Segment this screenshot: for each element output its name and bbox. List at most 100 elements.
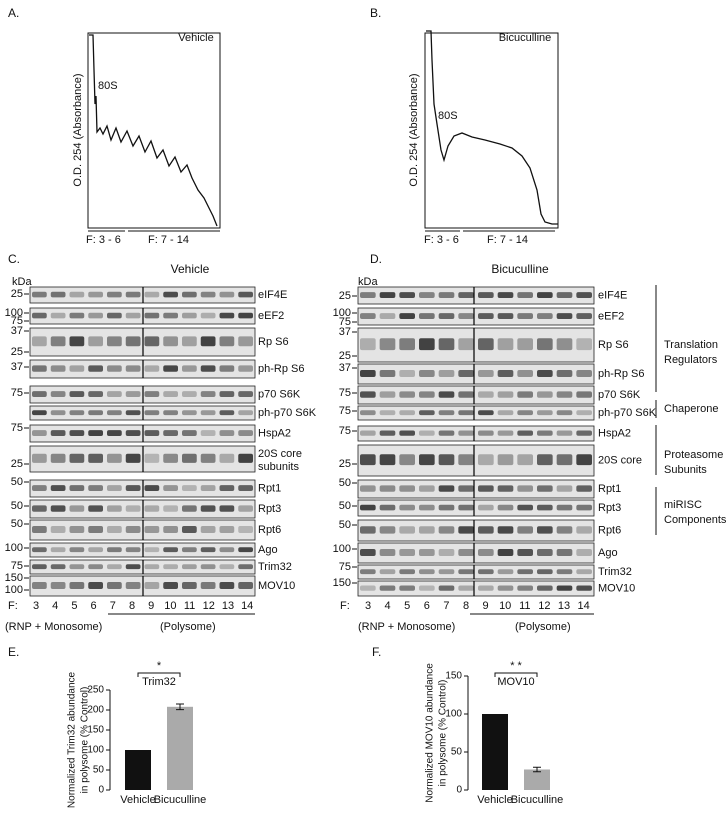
blot-band [144, 365, 160, 372]
error-bar [176, 703, 184, 711]
blot-band [69, 526, 85, 533]
blot-band [200, 336, 216, 347]
blot-band [438, 569, 455, 575]
marker-label: 50 [11, 500, 23, 512]
blot-band [537, 526, 553, 534]
blot-band [88, 582, 103, 589]
blot-band [32, 336, 47, 347]
blot-band [517, 485, 533, 492]
blot-band [125, 365, 141, 372]
protein-label: subunits [258, 461, 299, 473]
blot-strip [357, 444, 595, 477]
blot-band [32, 453, 47, 463]
blot-band [419, 292, 435, 299]
marker-label: 150 [5, 572, 23, 584]
y-tick-label: 100 [87, 745, 104, 756]
blot-band [576, 569, 592, 575]
blot-strip [357, 564, 595, 580]
blot-band [69, 547, 85, 553]
marker-label: 50 [339, 500, 351, 512]
fraction-number: 3 [33, 600, 39, 612]
blot-band [497, 454, 514, 466]
blot-band [497, 430, 514, 436]
blot-band [50, 526, 66, 533]
blot-band [438, 292, 455, 299]
blot-band [69, 336, 85, 347]
fraction-number: 10 [164, 600, 176, 612]
blot-band [517, 549, 533, 556]
y-tick-label: 150 [87, 725, 104, 736]
blot-band [88, 391, 103, 398]
blot-band [200, 410, 216, 416]
protein-label: Rpt6 [258, 524, 281, 536]
unit-label: kDa [358, 276, 378, 288]
blot-band [576, 370, 592, 377]
blot-band [478, 391, 494, 398]
blot-band [360, 526, 376, 534]
blot-band [125, 526, 141, 533]
blot-band [125, 391, 141, 398]
blot-band [238, 336, 253, 347]
blot-band [238, 365, 253, 372]
panel-label: C. [8, 252, 20, 266]
blot-band [144, 430, 160, 437]
blot-band [458, 485, 474, 492]
protein-label: Trim32 [598, 566, 632, 578]
blot-band [399, 370, 415, 377]
blot-band [576, 549, 592, 556]
blot-band [219, 291, 235, 298]
fraction-group: (Polysome) [160, 621, 216, 633]
blot-band [238, 410, 253, 416]
blot-band [88, 312, 103, 319]
blot-band [458, 292, 474, 299]
blot-strip [357, 286, 595, 305]
blot-band [219, 505, 235, 512]
blot-band [458, 569, 474, 575]
blot-band [399, 313, 415, 320]
blot-band [88, 505, 103, 512]
blot-band [517, 410, 533, 416]
blot-band [556, 430, 573, 436]
blot-strip [357, 580, 595, 597]
blot-band [238, 582, 253, 589]
blot-band [537, 454, 553, 466]
blot-band [360, 370, 376, 377]
protein-label: Rpt3 [598, 502, 621, 514]
blot-band [497, 485, 514, 492]
blot-band [517, 504, 533, 511]
peak-label: 80S [438, 110, 458, 122]
blot-band [144, 312, 160, 319]
marker-label: 37 [339, 326, 351, 338]
blot-band [379, 410, 396, 416]
panel-title: Bicuculline [491, 262, 549, 276]
blot-band [399, 430, 415, 436]
blot-band [517, 454, 533, 466]
blot-strip [357, 479, 595, 499]
protein-label: ph-p70 S6K [258, 407, 317, 419]
protein-label: Trim32 [258, 561, 292, 573]
blot-band [399, 292, 415, 299]
blot-band [88, 526, 103, 533]
protein-label: eEF2 [258, 310, 284, 322]
blot-band [556, 549, 573, 556]
marker-label: 75 [339, 405, 351, 417]
blot-band [478, 585, 494, 591]
blot-band [88, 564, 103, 570]
blot-band [379, 391, 396, 398]
protein-label: Rpt3 [258, 503, 281, 515]
marker-label: 25 [11, 346, 23, 358]
blot-band [360, 485, 376, 492]
fraction-number: 13 [222, 600, 234, 612]
peak-label: 80S [98, 80, 118, 92]
blot-band [399, 504, 415, 511]
blot-band [458, 504, 474, 511]
blot-band [125, 453, 141, 463]
blot-band [125, 430, 141, 437]
fraction-number: 6 [91, 600, 97, 612]
blot-band [576, 504, 592, 511]
blot-band [219, 453, 235, 463]
marker-label: 75 [11, 422, 23, 434]
marker-label: 75 [339, 387, 351, 399]
protein-label: ph-p70 S6K [598, 407, 657, 419]
blot-band [399, 526, 415, 534]
